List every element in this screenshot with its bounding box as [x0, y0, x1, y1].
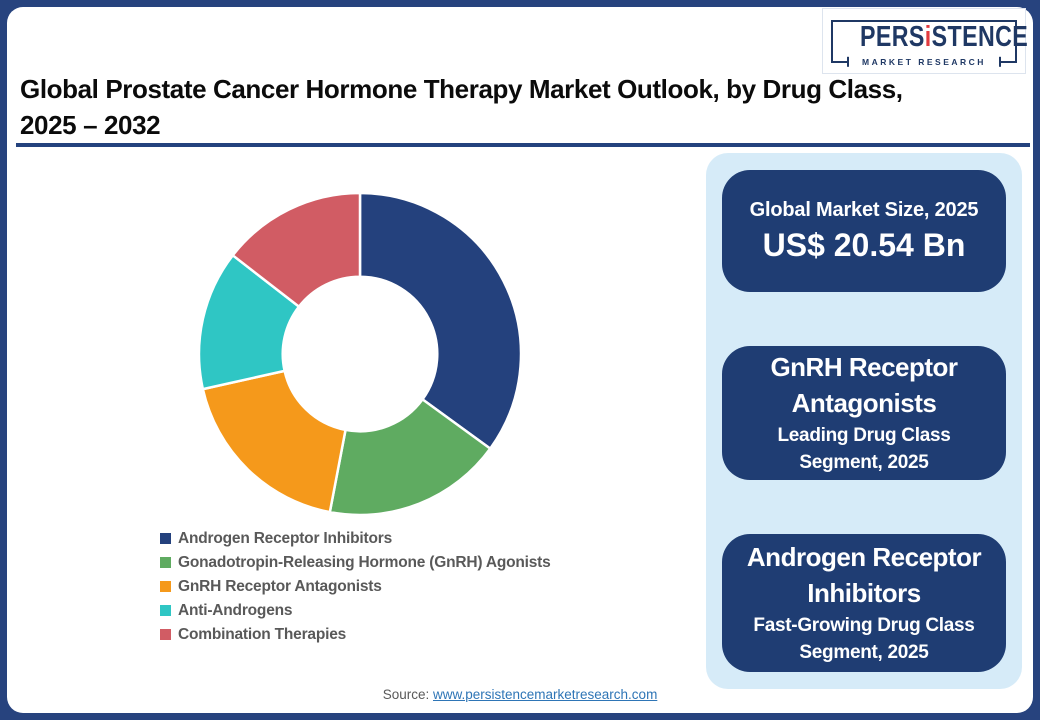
legend-swatch-icon — [160, 557, 171, 568]
source-label: Source: — [382, 687, 430, 702]
logo-brand-prefix: PERS — [860, 20, 925, 53]
brand-logo: PERSiSTENCE MARKET RESEARCH — [822, 8, 1028, 74]
legend-label: GnRH Receptor Antagonists — [178, 578, 382, 595]
legend-item: Combination Therapies — [160, 625, 551, 644]
logo-wordmark: PERSiSTENCE — [860, 20, 1029, 53]
donut-segment — [231, 191, 362, 308]
legend-swatch-icon — [160, 605, 171, 616]
source-line: Source: www.persistencemarketresearch.co… — [0, 687, 1040, 702]
market-size-title: Global Market Size, 2025 — [749, 198, 979, 221]
page-title: Global Prostate Cancer Hormone Therapy M… — [20, 74, 903, 140]
info-panel: Global Market Size, 2025 US$ 20.54 Bn Gn… — [706, 153, 1022, 689]
logo-brand-suffix: STENCE — [931, 20, 1029, 53]
logo-tagline: MARKET RESEARCH — [847, 56, 1001, 67]
legend-item: Androgen Receptor Inhibitors — [160, 529, 551, 548]
legend-item: Anti-Androgens — [160, 601, 551, 620]
donut-chart — [197, 191, 523, 517]
source-link[interactable]: www.persistencemarketresearch.com — [432, 687, 658, 702]
fast-growing-subheading: Fast-Growing Drug Class Segment, 2025 — [753, 614, 975, 664]
legend-swatch-icon — [160, 581, 171, 592]
title-divider — [16, 143, 1030, 147]
legend-label: Androgen Receptor Inhibitors — [178, 530, 392, 547]
fast-growing-heading: Androgen Receptor Inhibitors — [746, 542, 982, 609]
donut-segment — [328, 398, 492, 517]
logo-brand-i: i — [924, 20, 932, 53]
market-size-card: Global Market Size, 2025 US$ 20.54 Bn — [722, 170, 1006, 292]
legend-label: Anti-Androgens — [178, 602, 293, 619]
legend-label: Combination Therapies — [178, 626, 347, 643]
donut-segment — [358, 191, 523, 450]
logo-frame: PERSiSTENCE MARKET RESEARCH — [831, 19, 1028, 67]
leading-segment-subheading: Leading Drug Class Segment, 2025 — [777, 424, 951, 474]
legend-item: Gonadotropin-Releasing Hormone (GnRH) Ag… — [160, 553, 551, 572]
legend-item: GnRH Receptor Antagonists — [160, 577, 551, 596]
legend-label: Gonadotropin-Releasing Hormone (GnRH) Ag… — [178, 554, 551, 571]
donut-segment — [201, 369, 347, 514]
leading-segment-heading: GnRH Receptor Antagonists — [770, 352, 958, 419]
legend-swatch-icon — [160, 629, 171, 640]
chart-legend: Androgen Receptor Inhibitors Gonadotropin… — [160, 529, 551, 644]
legend-swatch-icon — [160, 533, 171, 544]
leading-segment-card: GnRH Receptor Antagonists Leading Drug C… — [722, 346, 1006, 480]
market-size-value: US$ 20.54 Bn — [762, 226, 966, 263]
fast-growing-card: Androgen Receptor Inhibitors Fast-Growin… — [722, 534, 1006, 672]
